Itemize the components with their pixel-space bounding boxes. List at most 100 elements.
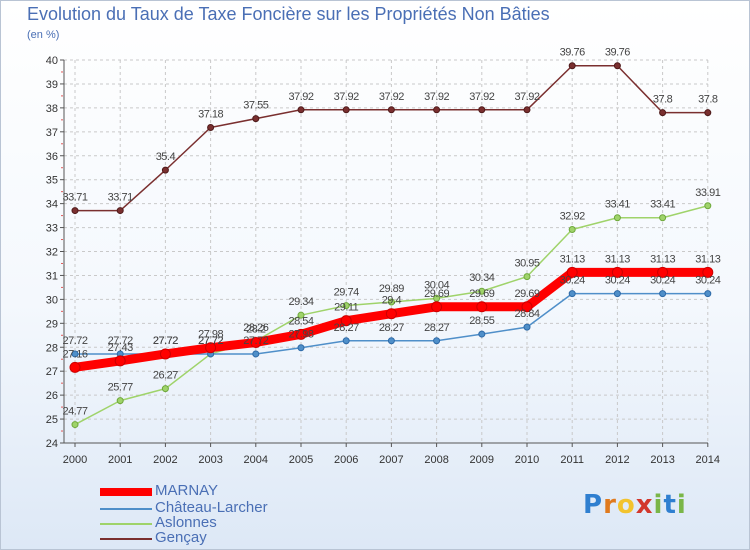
x-tick-label-2001: 2001 — [108, 454, 132, 466]
y-tick-label-30: 30 — [46, 294, 58, 306]
data-label-aslonnes-2007: 29.89 — [379, 283, 404, 295]
data-label-gen-ay-2012: 39.76 — [605, 47, 630, 59]
x-tick-label-2012: 2012 — [605, 454, 629, 466]
data-label-ch-teau-larcher-2008: 28.27 — [424, 322, 449, 334]
data-label-ch-teau-larcher-2010: 28.84 — [514, 308, 539, 320]
data-label-gen-ay-2008: 37.92 — [424, 91, 449, 103]
data-label-marnay-2014: 31.13 — [695, 253, 720, 265]
point-aslonnes-2006 — [342, 302, 350, 310]
y-tick-label-25: 25 — [46, 414, 58, 426]
data-label-aslonnes-2001: 25.77 — [108, 382, 133, 394]
point-aslonnes-2014 — [704, 202, 712, 210]
point-ch-teau-larcher-2011 — [568, 290, 576, 298]
data-label-aslonnes-2003: 27.72 — [198, 335, 223, 347]
point-gen-ay-2008 — [433, 106, 441, 114]
data-label-ch-teau-larcher-2004: 27.72 — [243, 335, 268, 347]
y-tick-label-31: 31 — [46, 270, 58, 282]
data-label-ch-teau-larcher-2001: 27.72 — [108, 335, 133, 347]
proxiti-logo: Proxiti — [583, 490, 687, 520]
y-tick-label-38: 38 — [46, 103, 58, 115]
point-aslonnes-2013 — [659, 214, 667, 222]
point-gen-ay-2009 — [478, 106, 486, 114]
y-tick-label-36: 36 — [46, 151, 58, 163]
x-tick-label-2006: 2006 — [334, 454, 358, 466]
point-ch-teau-larcher-2010 — [523, 323, 531, 331]
data-label-gen-ay-2000: 33.71 — [62, 192, 87, 204]
point-aslonnes-2000 — [71, 421, 79, 429]
data-label-gen-ay-2001: 33.71 — [108, 192, 133, 204]
data-label-aslonnes-2002: 26.27 — [153, 370, 178, 382]
point-aslonnes-2012 — [613, 214, 621, 222]
data-label-ch-teau-larcher-2002: 27.72 — [153, 335, 178, 347]
data-label-gen-ay-2005: 37.92 — [288, 91, 313, 103]
legend-swatch-gencay — [100, 538, 152, 540]
logo-letter: i — [653, 490, 664, 520]
point-ch-teau-larcher-2013 — [659, 290, 667, 298]
data-label-aslonnes-2000: 24.77 — [62, 406, 87, 418]
x-tick-label-2011: 2011 — [560, 454, 584, 466]
point-ch-teau-larcher-2012 — [613, 290, 621, 298]
point-ch-teau-larcher-2004 — [252, 350, 260, 358]
data-label-marnay-2000: 27.16 — [62, 348, 87, 360]
data-label-aslonnes-2008: 30.04 — [424, 279, 449, 291]
logo-letter: o — [616, 490, 636, 520]
point-marnay-2013 — [657, 266, 669, 278]
point-marnay-2014 — [702, 266, 714, 278]
data-label-gen-ay-2007: 37.92 — [379, 91, 404, 103]
series-lines — [69, 62, 714, 429]
data-label-aslonnes-2006: 29.74 — [334, 287, 359, 299]
point-marnay-2009 — [476, 301, 488, 313]
x-tick-label-2004: 2004 — [244, 454, 268, 466]
y-tick-label-37: 37 — [46, 127, 58, 139]
data-label-gen-ay-2009: 37.92 — [469, 91, 494, 103]
data-label-marnay-2008: 29.69 — [424, 288, 449, 300]
data-label-aslonnes-2013: 33.41 — [650, 199, 675, 211]
data-label-gen-ay-2003: 37.18 — [198, 109, 223, 121]
point-gen-ay-2002 — [161, 166, 169, 174]
legend-label-chateau-larcher: Château-Larcher — [155, 499, 268, 516]
x-tick-label-2007: 2007 — [379, 454, 403, 466]
point-ch-teau-larcher-2000 — [71, 350, 79, 358]
point-marnay-2004 — [250, 336, 262, 348]
data-label-ch-teau-larcher-2003: 27.72 — [198, 335, 223, 347]
data-label-aslonnes-2004: 28.26 — [243, 322, 268, 334]
data-label-ch-teau-larcher-2007: 28.27 — [379, 322, 404, 334]
data-label-ch-teau-larcher-2014: 30.24 — [695, 275, 720, 287]
data-label-ch-teau-larcher-2011: 30.24 — [560, 275, 585, 287]
legend-label-marnay: MARNAY — [155, 482, 219, 499]
logo-letter: P — [583, 490, 604, 520]
data-label-ch-teau-larcher-2005: 27.98 — [288, 329, 313, 341]
data-label-ch-teau-larcher-2000: 27.72 — [62, 335, 87, 347]
data-label-ch-teau-larcher-2012: 30.24 — [605, 275, 630, 287]
data-label-gen-ay-2013: 37.8 — [653, 94, 673, 106]
point-marnay-2000 — [69, 361, 81, 373]
y-tick-label-29: 29 — [46, 318, 58, 330]
point-ch-teau-larcher-2005 — [297, 344, 305, 352]
point-marnay-2002 — [159, 348, 171, 360]
point-gen-ay-2001 — [116, 207, 124, 215]
x-tick-label-2000: 2000 — [63, 454, 87, 466]
point-marnay-2007 — [385, 308, 397, 320]
legend-swatch-aslonnes — [100, 523, 152, 525]
data-label-marnay-2012: 31.13 — [605, 253, 630, 265]
y-tick-label-24: 24 — [46, 438, 58, 450]
point-aslonnes-2002 — [161, 385, 169, 393]
point-gen-ay-2007 — [387, 106, 395, 114]
data-label-gen-ay-2010: 37.92 — [514, 91, 539, 103]
data-label-gen-ay-2006: 37.92 — [334, 91, 359, 103]
data-label-marnay-2013: 31.13 — [650, 253, 675, 265]
data-label-marnay-2002: 27.72 — [153, 335, 178, 347]
y-tick-label-35: 35 — [46, 175, 58, 187]
x-tick-label-2009: 2009 — [470, 454, 494, 466]
point-aslonnes-2010 — [523, 273, 531, 281]
data-label-aslonnes-2005: 29.34 — [288, 296, 313, 308]
legend-label-gencay: Gençay — [155, 529, 207, 546]
point-marnay-2006 — [340, 315, 352, 327]
point-ch-teau-larcher-2006 — [342, 337, 350, 345]
logo-letter: x — [635, 490, 654, 520]
point-aslonnes-2005 — [297, 311, 305, 319]
point-marnay-2010 — [521, 301, 533, 313]
point-gen-ay-2013 — [659, 109, 667, 117]
point-ch-teau-larcher-2014 — [704, 290, 712, 298]
data-label-gen-ay-2004: 37.55 — [243, 100, 268, 112]
